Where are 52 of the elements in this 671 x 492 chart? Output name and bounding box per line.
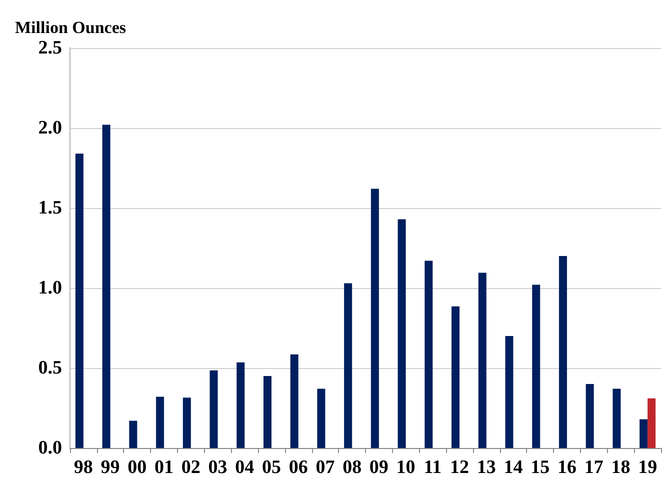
x-tick-label: 08 [342, 457, 362, 478]
x-tick-label: 15 [530, 457, 550, 478]
x-tick-label: 19 [638, 457, 658, 478]
x-tick-label: 02 [181, 457, 200, 478]
x-tick-label: 11 [424, 457, 442, 478]
x-tick-label: 09 [369, 457, 388, 478]
bar [344, 283, 352, 448]
bar [129, 420, 138, 448]
bar [505, 336, 514, 448]
y-axis-title: Million Ounces [15, 18, 126, 37]
y-tick-label: 1.5 [38, 198, 62, 218]
bar [648, 398, 656, 448]
bar [317, 388, 326, 448]
bar [156, 396, 164, 448]
bar [612, 388, 621, 448]
bar [478, 272, 486, 448]
bar [236, 362, 245, 448]
bar [210, 370, 218, 448]
bar [424, 260, 433, 448]
bar [452, 306, 460, 448]
x-tick-label: 17 [584, 457, 604, 478]
bar [182, 398, 191, 448]
x-tick-label: 98 [74, 457, 93, 478]
x-tick-label: 10 [396, 457, 416, 478]
y-tick-label: 2.0 [38, 118, 62, 138]
bar [586, 384, 594, 448]
bar [558, 256, 567, 448]
y-tick-label: 2.5 [38, 38, 62, 58]
x-tick-label: 99 [100, 457, 120, 478]
x-tick-label: 03 [208, 457, 228, 478]
bar [75, 154, 84, 448]
x-tick-label: 06 [288, 457, 308, 478]
bar [370, 188, 379, 448]
bar [263, 376, 272, 448]
x-tick-label: 14 [504, 457, 524, 478]
x-tick-label: 01 [154, 457, 174, 478]
y-tick-label: 0.0 [38, 438, 62, 458]
bar [640, 419, 648, 448]
x-tick-label: 07 [316, 457, 336, 478]
y-tick-label: 1.0 [38, 278, 62, 298]
bar [398, 219, 406, 448]
x-tick-label: 05 [262, 457, 281, 478]
x-tick-label: 13 [476, 457, 496, 478]
bar [290, 354, 298, 448]
x-tick-label: 16 [557, 457, 576, 478]
bar [102, 124, 110, 448]
x-tick-label: 04 [235, 457, 255, 478]
bar [532, 284, 540, 448]
x-tick-label: 12 [450, 457, 470, 478]
x-tick-label: 18 [611, 457, 630, 478]
x-tick-label: 00 [128, 457, 147, 478]
y-tick-label: 0.5 [38, 358, 62, 378]
